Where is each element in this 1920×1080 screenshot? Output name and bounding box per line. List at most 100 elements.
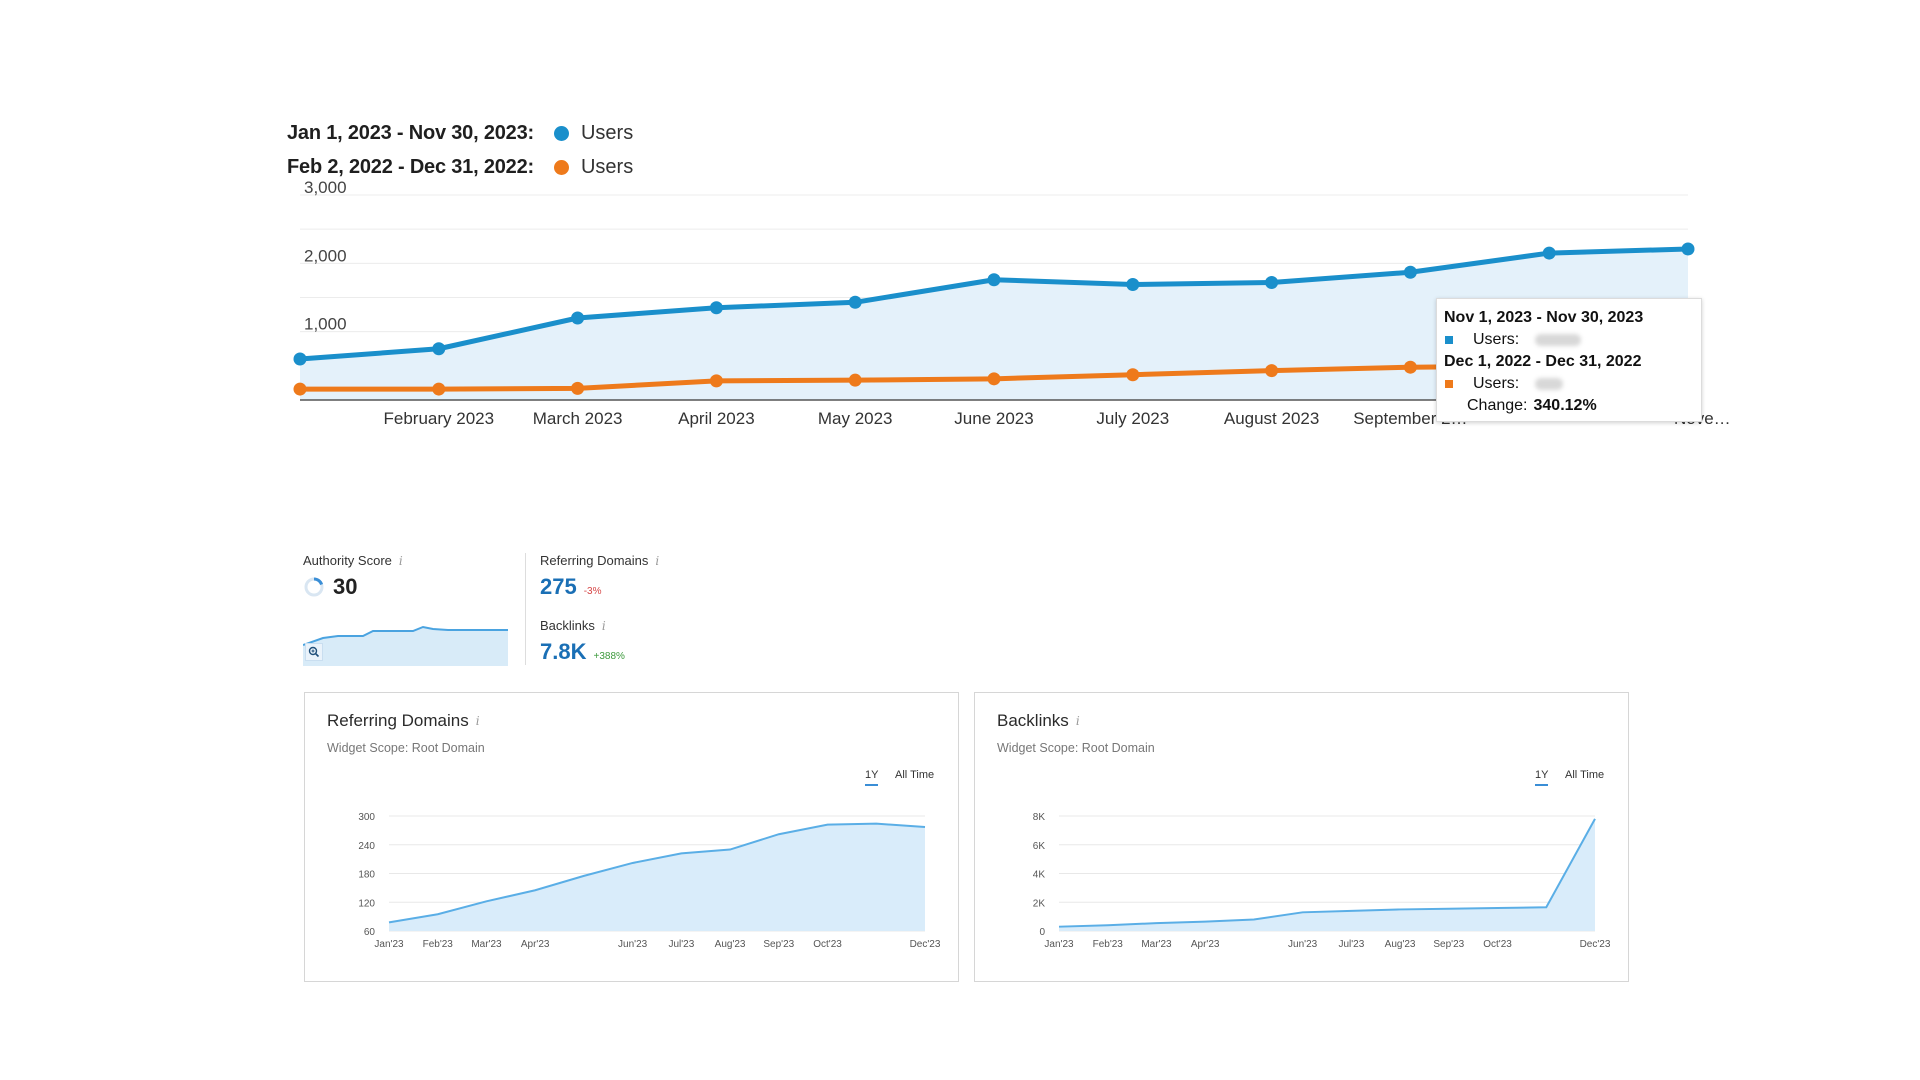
legend-current[interactable]: Jan 1, 2023 - Nov 30, 2023: Users (287, 118, 633, 148)
legend-current-series: Users (580, 121, 634, 144)
referring-domains-widget-title: Referring Domains (327, 711, 469, 730)
current-series-area (300, 248, 1688, 400)
y-tick-label: 120 (358, 898, 375, 909)
tooltip-current-label: Users: (1473, 331, 1520, 348)
area-fill (1059, 818, 1595, 931)
backlinks-delta: +388% (593, 651, 625, 662)
legend-previous[interactable]: Feb 2, 2022 - Dec 31, 2022: Users (287, 152, 633, 182)
area-line (388, 822, 926, 924)
x-tick-label: Feb'23 (423, 939, 454, 950)
y-tick-label: 0 (1039, 927, 1045, 938)
tooltip-previous-label: Users: (1473, 375, 1520, 392)
x-tick-label: Dec'23 (910, 939, 941, 950)
previous-users-point (848, 373, 862, 387)
legend-current-range: Jan 1, 2023 - Nov 30, 2023: (287, 121, 534, 144)
backlinks-value[interactable]: 7.8K (540, 639, 587, 664)
y-tick-label: 8K (1033, 812, 1046, 823)
tooltip-current-value-redacted (1535, 334, 1582, 346)
x-tick-label: Mar'23 (471, 939, 502, 950)
y-tick-label: 1,000 (304, 315, 347, 334)
x-tick-label: Jan'23 (1044, 939, 1074, 950)
x-tick-label: Feb'23 (1093, 939, 1124, 950)
backlinks-label: Backlinks (540, 618, 595, 633)
backlinks-widget-scope: Widget Scope: Root Domain (997, 741, 1155, 755)
x-tick-label: Oct'23 (813, 939, 842, 950)
tab-1y[interactable]: 1Y (1535, 769, 1549, 786)
x-tick-label: Aug'23 (715, 939, 746, 950)
current-users-point (1403, 265, 1417, 279)
tooltip-change-value: 340.12% (1533, 397, 1597, 414)
legend-previous-dot-icon (553, 159, 569, 175)
x-tick-label: May 2023 (818, 409, 893, 428)
referring-domains-value[interactable]: 275 (540, 574, 577, 599)
tooltip-current-range: Nov 1, 2023 - Nov 30, 2023 (1444, 309, 1644, 326)
y-tick-label: 300 (358, 812, 375, 823)
current-users-point (432, 342, 446, 356)
x-tick-label: Apr'23 (521, 939, 550, 950)
tooltip-current-square-icon (1445, 336, 1453, 344)
legend-previous-series: Users (580, 155, 634, 178)
tab-1y[interactable]: 1Y (865, 769, 879, 786)
previous-users-point (1403, 360, 1417, 374)
x-tick-label: Aug'23 (1385, 939, 1416, 950)
y-tick-label: 4K (1033, 870, 1046, 881)
tooltip-previous-square-icon (1445, 380, 1453, 388)
y-tick-label: 60 (364, 927, 376, 938)
backlinks-widget: Backlinks i Widget Scope: Root Domain 1Y… (974, 692, 1629, 982)
x-tick-label: Jun'23 (618, 939, 648, 950)
x-tick-label: June 2023 (954, 409, 1033, 428)
previous-users-point (293, 382, 307, 396)
x-tick-label: Sep'23 (1433, 939, 1464, 950)
info-icon[interactable]: i (1075, 714, 1080, 728)
tooltip-previous-value-redacted (1535, 378, 1564, 390)
previous-users-point (432, 382, 446, 396)
info-icon[interactable]: i (601, 618, 606, 633)
tab-all-time[interactable]: All Time (895, 769, 935, 781)
previous-users-point (709, 374, 723, 388)
backlinks-widget-title: Backlinks (997, 711, 1069, 730)
previous-users-point (571, 381, 585, 395)
x-tick-label: March 2023 (533, 409, 623, 428)
x-tick-label: Dec'23 (1580, 939, 1611, 950)
current-users-point (1681, 242, 1695, 256)
tooltip-change-label: Change: (1467, 397, 1528, 414)
y-tick-label: 180 (358, 870, 375, 881)
previous-users-point (1126, 368, 1140, 382)
current-users-point (987, 273, 1001, 287)
authority-score-label: Authority Score (303, 553, 392, 568)
tooltip-previous-range: Dec 1, 2022 - Dec 31, 2022 (1444, 353, 1642, 370)
zoom-icon (308, 646, 320, 658)
x-tick-label: Jun'23 (1288, 939, 1318, 950)
backlinks-metric: Backlinks i 7.8K +388% (540, 618, 625, 665)
current-users-point (293, 352, 307, 366)
info-icon[interactable]: i (655, 553, 660, 568)
x-tick-label: Apr'23 (1191, 939, 1220, 950)
current-users-point (1542, 246, 1556, 260)
legend-previous-range: Feb 2, 2022 - Dec 31, 2022: (287, 155, 534, 178)
authority-score-ring-icon (304, 577, 324, 597)
x-tick-label: Jan'23 (374, 939, 404, 950)
x-tick-label: April 2023 (678, 409, 755, 428)
current-users-point (709, 301, 723, 315)
x-tick-label: July 2023 (1096, 409, 1169, 428)
x-tick-label: August 2023 (1224, 409, 1319, 428)
x-tick-label: Jul'23 (1338, 939, 1364, 950)
authority-score-sparkline (303, 625, 508, 666)
x-tick-label: Sep'23 (763, 939, 794, 950)
y-tick-label: 3,000 (304, 178, 347, 197)
metrics-divider (525, 553, 526, 665)
info-icon[interactable]: i (398, 553, 403, 568)
authority-score-block: Authority Score i 30 (303, 553, 403, 600)
previous-users-point (987, 372, 1001, 386)
zoom-button[interactable] (305, 643, 323, 661)
current-users-point (848, 295, 862, 309)
current-users-point (1265, 275, 1279, 289)
current-users-point (571, 311, 585, 325)
referring-domains-metric: Referring Domains i 275 -3% (540, 553, 659, 600)
info-icon[interactable]: i (475, 714, 480, 728)
tab-all-time[interactable]: All Time (1565, 769, 1605, 781)
users-comparison-chart[interactable]: 3,000 2,000 1,000 February 2023 March 2023 Ap… (0, 0, 1920, 460)
previous-users-point (1265, 364, 1279, 378)
